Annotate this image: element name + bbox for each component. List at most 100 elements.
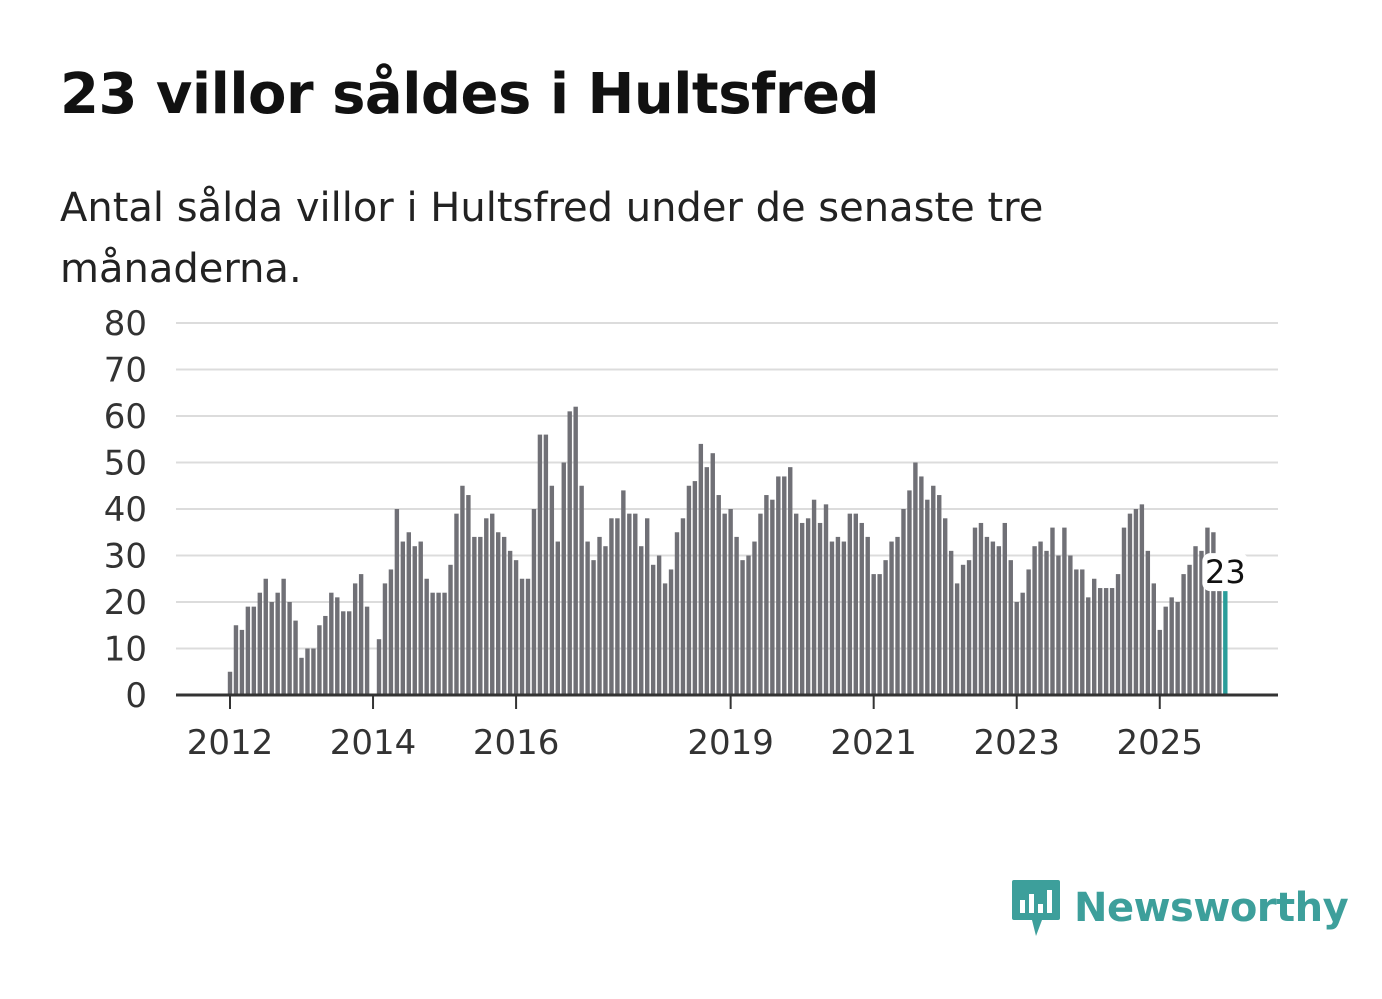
newsworthy-logo: Newsworthy: [1010, 878, 1349, 938]
bar: [943, 518, 948, 695]
bar: [895, 536, 900, 695]
bar-latest: [1223, 588, 1228, 695]
bar: [740, 560, 745, 695]
bar: [1169, 597, 1174, 695]
bar: [734, 536, 739, 695]
bar: [442, 592, 447, 695]
bar: [1115, 574, 1121, 695]
bar: [1032, 546, 1037, 695]
bar: [931, 485, 936, 695]
x-tick-label: 2014: [330, 723, 417, 763]
bar: [1133, 509, 1139, 695]
bar: [668, 569, 674, 695]
bar: [388, 569, 394, 695]
bar: [692, 481, 698, 695]
bar: [746, 555, 751, 695]
bar: [859, 522, 864, 695]
bar: [1145, 550, 1151, 695]
bar: [460, 485, 465, 695]
y-tick-label: 0: [125, 676, 147, 716]
bar: [567, 411, 572, 695]
bar: [436, 592, 441, 695]
bar: [877, 574, 882, 695]
x-tick-label: 2016: [473, 723, 560, 763]
bar: [418, 541, 423, 695]
newsworthy-logo-icon: [1012, 880, 1060, 936]
bar: [269, 602, 274, 695]
bar: [478, 536, 483, 695]
bar: [758, 513, 763, 695]
bar: [376, 639, 382, 695]
y-tick-label: 40: [104, 490, 147, 530]
bar: [811, 499, 817, 695]
bar: [1097, 588, 1103, 695]
bar: [621, 490, 626, 695]
y-tick-label: 70: [104, 351, 147, 391]
bar: [329, 592, 334, 695]
bar: [525, 578, 531, 695]
bar: [364, 606, 370, 695]
bar: [686, 485, 692, 695]
bar: [817, 522, 823, 695]
bar: [1050, 527, 1055, 695]
y-tick-label: 20: [104, 583, 147, 623]
bar: [865, 536, 870, 695]
bar: [871, 574, 876, 695]
bar: [805, 518, 811, 695]
x-tick-label: 2025: [1116, 723, 1203, 763]
bar: [925, 499, 930, 695]
bar: [239, 629, 245, 695]
bar: [1020, 592, 1025, 695]
bar: [406, 532, 411, 695]
bar: [1080, 569, 1085, 695]
bar: [1008, 560, 1013, 695]
annotation-background: [1202, 553, 1249, 592]
bar: [341, 611, 346, 695]
bar: [1109, 588, 1115, 695]
bar: [841, 541, 847, 695]
bar: [722, 513, 727, 695]
x-tick-label: 2012: [187, 723, 274, 763]
bar: [1175, 602, 1180, 695]
bar: [448, 564, 453, 695]
bar: [710, 453, 715, 695]
bar: [1187, 564, 1192, 695]
bar: [1163, 606, 1168, 695]
page-title: 23 villor såldes i Hultsfred: [60, 62, 880, 127]
bar: [305, 648, 310, 695]
bar: [1092, 578, 1097, 695]
bar: [394, 509, 400, 695]
bar: [1086, 597, 1091, 695]
bar: [609, 518, 614, 695]
bar: [507, 550, 513, 695]
bar: [782, 476, 787, 695]
bar: [728, 509, 733, 695]
bar: [400, 541, 406, 695]
bar: [788, 467, 793, 695]
bar: [1181, 574, 1186, 695]
bar: [901, 509, 906, 695]
bar: [1151, 583, 1156, 695]
bar: [496, 532, 501, 695]
bar: [829, 541, 835, 695]
bar: [484, 518, 489, 695]
bar: [764, 495, 769, 695]
bar: [352, 583, 358, 695]
bar: [907, 490, 912, 695]
bar: [323, 615, 328, 695]
bar: [1038, 541, 1043, 695]
bar: [698, 443, 704, 695]
bar: [978, 522, 984, 695]
bar: [633, 513, 638, 695]
y-tick-label: 30: [104, 537, 147, 577]
bar: [501, 536, 507, 695]
y-tick-label: 10: [104, 630, 147, 670]
bar: [281, 578, 286, 695]
bar: [937, 495, 942, 695]
y-tick-label: 50: [104, 444, 147, 484]
bar: [561, 462, 566, 695]
bar: [1211, 532, 1216, 695]
bar: [984, 536, 990, 695]
bar: [752, 541, 757, 695]
